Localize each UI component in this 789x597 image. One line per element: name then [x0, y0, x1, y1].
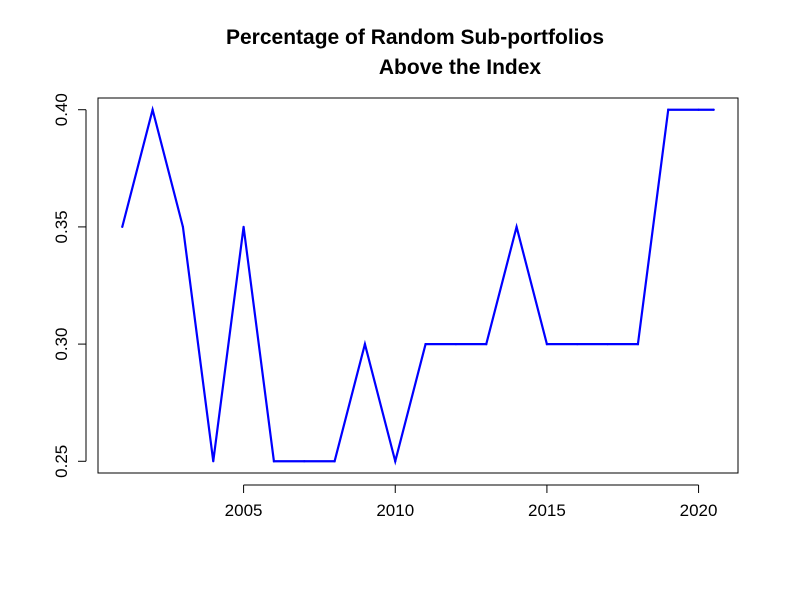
x-tick-label: 2015	[528, 501, 566, 520]
data-point	[545, 342, 549, 346]
data-point	[333, 460, 336, 463]
data-point	[212, 460, 215, 463]
data-point	[303, 460, 306, 463]
y-tick-label: 0.40	[52, 93, 71, 126]
data-point	[697, 108, 700, 111]
data-point	[667, 108, 670, 111]
data-point	[576, 342, 579, 346]
y-tick-label: 0.30	[52, 328, 71, 361]
data-point	[454, 342, 458, 346]
data-point	[424, 342, 427, 346]
data-point	[181, 225, 185, 229]
y-axis: 0.25 0.30 0.35 0.40	[52, 93, 87, 478]
x-tick-label: 2005	[225, 501, 263, 520]
series-layer	[121, 105, 715, 466]
data-point	[636, 342, 640, 346]
chart-title-line-1: Percentage of Random Sub-portfolios	[226, 26, 604, 49]
plot-frame	[97, 97, 739, 474]
data-point	[394, 460, 397, 463]
data-point	[363, 342, 367, 346]
data-point	[485, 342, 488, 346]
data-point	[515, 225, 518, 229]
x-tick-label: 2020	[680, 501, 718, 520]
x-axis: 2005 2010 2015 2020	[225, 484, 718, 520]
data-point	[712, 108, 715, 111]
data-point	[272, 460, 276, 463]
data-point	[121, 225, 124, 229]
y-tick-label: 0.35	[52, 210, 71, 243]
y-tick-label: 0.25	[52, 445, 71, 478]
chart-title-line-2: Above the Index	[379, 56, 542, 79]
data-point	[242, 225, 245, 229]
data-point	[606, 342, 609, 346]
data-point	[151, 108, 154, 111]
x-tick-label: 2010	[376, 501, 414, 520]
